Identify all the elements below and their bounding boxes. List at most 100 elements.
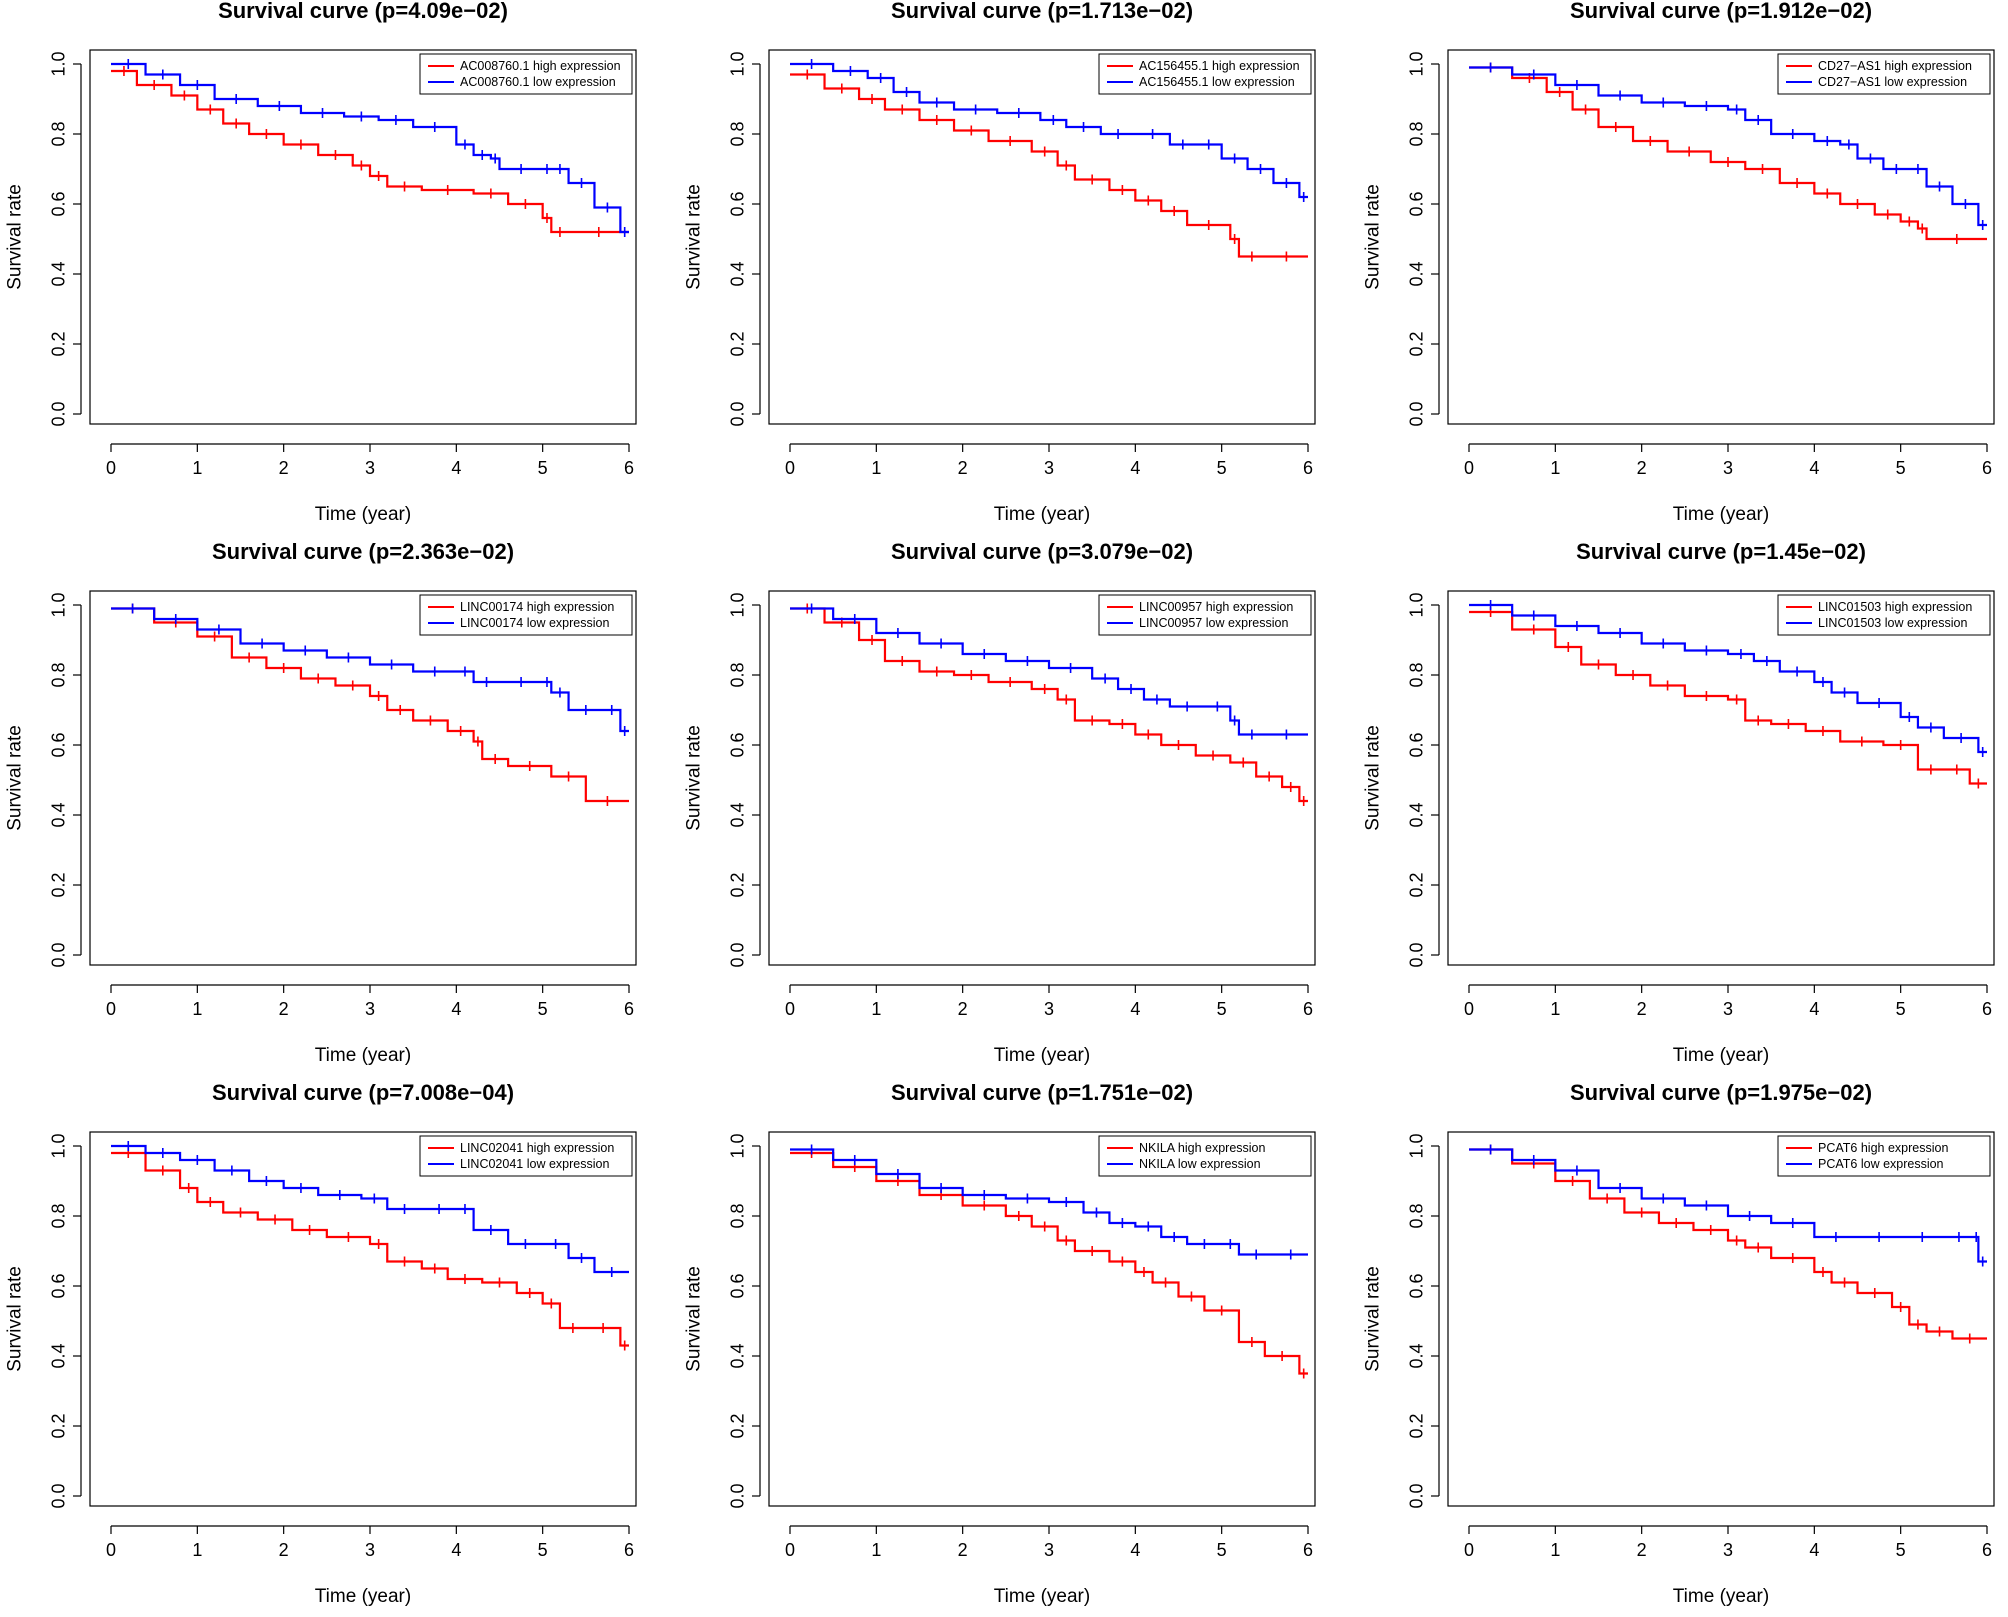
y-tick-label: 0.8 [727,1203,747,1228]
legend-label: LINC00174 high expression [460,600,614,614]
x-tick-label: 0 [1464,999,1474,1019]
x-tick-label: 0 [1464,458,1474,478]
survival-line-high [111,69,629,234]
y-axis-label: Survival rate [684,725,705,831]
x-tick-label: 2 [1637,1540,1647,1560]
x-tick-label: 3 [1723,458,1733,478]
legend-label: CD27−AS1 high expression [1818,59,1972,73]
chart-title: Survival curve (p=1.912e−02) [1570,0,1872,23]
survival-line-low [1469,1148,1987,1263]
x-tick-label: 5 [1896,1540,1906,1560]
plot-frame [89,49,637,425]
x-axis-label: Time (year) [994,1045,1090,1066]
x-tick-label: 1 [871,1540,881,1560]
legend-box [1098,1135,1312,1177]
x-tick-label: 3 [365,999,375,1019]
x-tick-label: 1 [192,1540,202,1560]
x-tick-label: 1 [1550,999,1560,1019]
x-tick-label: 3 [365,1540,375,1560]
plot-frame [1447,590,1995,966]
x-tick-label: 4 [451,999,461,1019]
x-tick-label: 1 [871,999,881,1019]
y-axis-label: Survival rate [684,184,705,290]
survival-chart: Survival curve (p=1.751e−02) 0 1 2 3 4 5 6 Time … [684,1080,1316,1607]
x-tick-label: 2 [279,1540,289,1560]
legend-label: AC008760.1 high expression [460,59,621,73]
y-tick-label: 0.2 [1406,331,1426,356]
x-tick-label: 5 [1217,458,1227,478]
legend-label: LINC00957 high expression [1139,600,1293,614]
x-tick-label: 4 [1809,458,1819,478]
survival-line-low [1469,603,1987,754]
x-tick-label: 0 [1464,1540,1474,1560]
x-tick-label: 4 [1809,999,1819,1019]
y-tick-label: 0.8 [727,662,747,687]
x-tick-label: 6 [1303,999,1313,1019]
y-tick-label: 0.2 [48,331,68,356]
x-tick-label: 0 [785,458,795,478]
chart-title: Survival curve (p=2.363e−02) [212,539,514,564]
y-tick-label: 0.4 [727,261,747,286]
legend-label: AC156455.1 low expression [1139,75,1295,89]
y-tick-label: 0.6 [727,191,747,216]
x-tick-label: 6 [1982,1540,1992,1560]
legend-label: LINC00957 low expression [1139,616,1288,630]
legend-label: NKILA low expression [1139,1157,1261,1171]
chart-title: Survival curve (p=1.751e−02) [891,1080,1193,1105]
y-tick-label: 0.8 [48,1203,68,1228]
y-tick-label: 0.4 [1406,1343,1426,1368]
x-tick-label: 6 [1303,1540,1313,1560]
legend-label: AC008760.1 low expression [460,75,616,89]
survival-chart-panel: Survival curve (p=4.09e−02) 0 1 2 3 4 5 6 Time (… [0,0,669,535]
y-tick-label: 0.6 [1406,191,1426,216]
x-tick-label: 5 [538,458,548,478]
x-axis-label: Time (year) [1673,504,1769,525]
y-tick-label: 0.0 [48,401,68,426]
x-tick-label: 6 [1982,458,1992,478]
x-tick-label: 5 [1896,999,1906,1019]
chart-title: Survival curve (p=3.079e−02) [891,539,1193,564]
y-tick-label: 1.0 [1406,1133,1426,1158]
y-tick-label: 0.4 [48,802,68,827]
y-tick-label: 1.0 [727,592,747,617]
survival-chart-panel: Survival curve (p=1.713e−02) 0 1 2 3 4 5 6 Time … [679,0,1348,535]
y-tick-label: 0.8 [1406,121,1426,146]
y-tick-label: 1.0 [48,51,68,76]
x-tick-label: 0 [106,458,116,478]
x-tick-label: 3 [365,458,375,478]
x-tick-label: 1 [1550,458,1560,478]
x-tick-label: 4 [1130,458,1140,478]
y-tick-label: 0.8 [48,121,68,146]
legend-label: AC156455.1 high expression [1139,59,1300,73]
survival-chart-panel: Survival curve (p=1.45e−02) 0 1 2 3 4 5 6 Time (… [1358,539,2008,1076]
legend-box [419,53,633,95]
survival-line-high [1469,610,1987,785]
survival-line-high [790,73,1308,258]
legend-box [1098,594,1312,636]
x-tick-label: 1 [192,458,202,478]
y-tick-label: 0.8 [1406,1203,1426,1228]
y-axis-label: Survival rate [1363,1266,1384,1372]
y-tick-label: 1.0 [48,592,68,617]
plot-frame [768,1131,1316,1507]
legend-box [1777,53,1991,95]
survival-chart: Survival curve (p=1.912e−02) 0 1 2 3 4 5 6 Time … [1363,0,1995,525]
y-tick-label: 0.2 [1406,872,1426,897]
x-axis-label: Time (year) [315,1586,411,1607]
x-tick-label: 3 [1723,999,1733,1019]
x-tick-label: 0 [106,999,116,1019]
survival-chart-panel: Survival curve (p=2.363e−02) 0 1 2 3 4 5 6 Time … [0,539,669,1076]
x-tick-label: 6 [624,999,634,1019]
x-tick-label: 6 [1982,999,1992,1019]
plot-frame [1447,1131,1995,1507]
chart-title: Survival curve (p=1.713e−02) [891,0,1193,23]
y-axis-label: Survival rate [5,725,26,831]
x-tick-label: 5 [1896,458,1906,478]
y-tick-label: 1.0 [1406,592,1426,617]
y-tick-label: 0.2 [727,331,747,356]
y-tick-label: 0.8 [727,121,747,146]
plot-frame [1447,49,1995,425]
y-tick-label: 0.4 [727,802,747,827]
x-tick-label: 5 [538,999,548,1019]
chart-title: Survival curve (p=1.975e−02) [1570,1080,1872,1105]
